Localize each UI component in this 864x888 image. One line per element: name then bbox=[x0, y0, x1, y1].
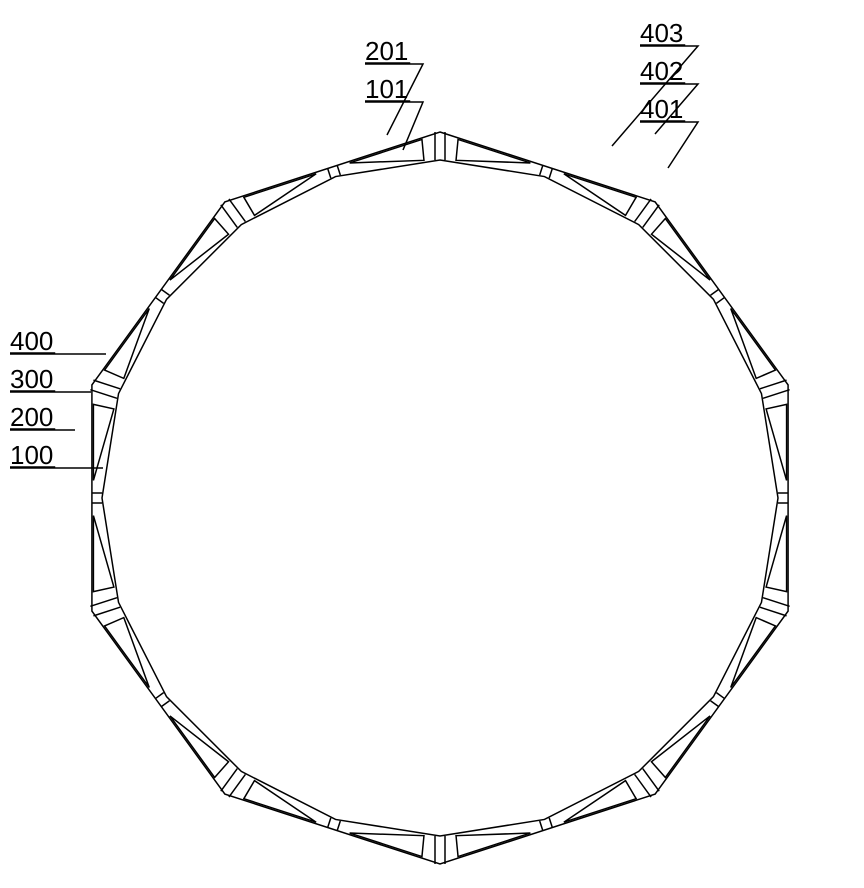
label-101: 101 bbox=[365, 74, 408, 104]
label-300: 300 bbox=[10, 364, 53, 394]
slot bbox=[170, 716, 229, 778]
slot bbox=[244, 174, 316, 216]
label-201: 201 bbox=[365, 36, 408, 66]
slot bbox=[170, 219, 229, 281]
slot bbox=[564, 781, 636, 823]
slots bbox=[93, 139, 786, 856]
label-403: 403 bbox=[640, 18, 683, 48]
slot bbox=[105, 309, 150, 379]
label-401: 401 bbox=[640, 94, 683, 124]
label-402: 402 bbox=[640, 56, 683, 86]
slot bbox=[456, 833, 530, 857]
slot bbox=[350, 833, 424, 857]
slot bbox=[564, 174, 636, 216]
slot bbox=[244, 781, 316, 823]
label-200: 200 bbox=[10, 402, 53, 432]
inner-polygon bbox=[102, 160, 778, 836]
leader-401 bbox=[640, 122, 698, 168]
slot bbox=[456, 139, 530, 163]
slot bbox=[731, 618, 776, 688]
leader-101 bbox=[365, 102, 423, 150]
slot bbox=[731, 309, 776, 379]
slot bbox=[105, 618, 150, 688]
slot bbox=[350, 139, 424, 163]
slot bbox=[651, 219, 710, 281]
label-400: 400 bbox=[10, 326, 53, 356]
outer-decagon bbox=[92, 132, 788, 864]
slot bbox=[651, 716, 710, 778]
label-100: 100 bbox=[10, 440, 53, 470]
